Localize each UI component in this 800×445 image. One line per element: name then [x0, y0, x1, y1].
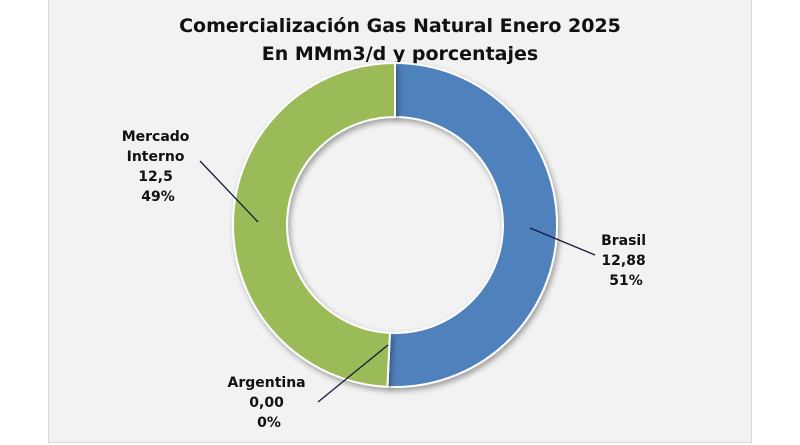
label-mercado-value: 12,5 [138, 169, 173, 185]
leader-mercado-interno [199, 160, 259, 223]
label-argentina: Argentina 0,00 0% [227, 375, 310, 431]
chart-title: Comercialización Gas Natural Enero 2025 [179, 15, 621, 37]
slice-mercado-interno [232, 61, 396, 388]
label-mercado-line2: Interno [127, 149, 185, 165]
label-argentina-name: Argentina [227, 375, 305, 391]
label-brasil-value: 12,88 [601, 253, 645, 269]
label-brasil-name: Brasil [601, 233, 646, 249]
label-mercado-line1: Mercado [122, 129, 190, 145]
leader-lines [199, 160, 596, 403]
leader-brasil [529, 227, 596, 256]
label-argentina-percent: 0% [257, 415, 281, 431]
label-argentina-value: 0,00 [249, 395, 284, 411]
label-mercado-interno: Mercado Interno 12,5 49% [122, 129, 195, 205]
label-brasil: Brasil 12,88 51% [601, 233, 651, 289]
leader-argentina [317, 344, 389, 403]
slice-brasil [386, 61, 558, 388]
donut-slices [232, 61, 558, 388]
label-mercado-percent: 49% [141, 189, 175, 205]
label-brasil-percent: 51% [609, 273, 643, 289]
chart-subtitle: En MMm3/d y porcentajes [261, 43, 539, 65]
